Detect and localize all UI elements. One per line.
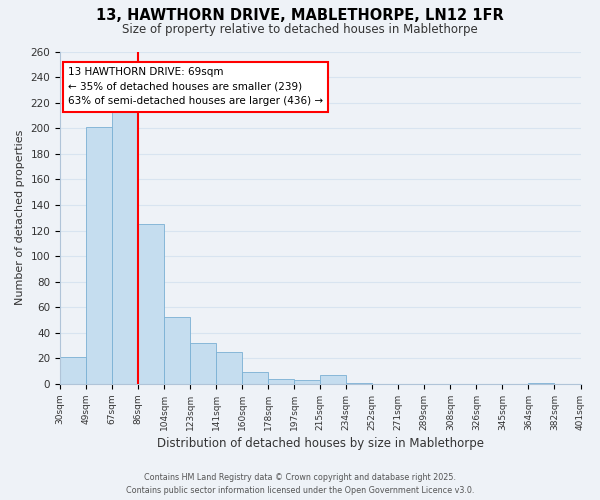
Text: 13 HAWTHORN DRIVE: 69sqm
← 35% of detached houses are smaller (239)
63% of semi-: 13 HAWTHORN DRIVE: 69sqm ← 35% of detach… bbox=[68, 67, 323, 106]
Bar bbox=[60, 357, 86, 384]
Bar bbox=[216, 352, 242, 384]
Bar bbox=[138, 224, 164, 384]
Y-axis label: Number of detached properties: Number of detached properties bbox=[15, 130, 25, 306]
Bar bbox=[346, 382, 373, 384]
Bar bbox=[320, 375, 346, 384]
X-axis label: Distribution of detached houses by size in Mablethorpe: Distribution of detached houses by size … bbox=[157, 437, 484, 450]
Bar bbox=[529, 382, 554, 384]
Bar bbox=[164, 318, 190, 384]
Bar bbox=[268, 379, 294, 384]
Bar bbox=[294, 380, 320, 384]
Text: Contains HM Land Registry data © Crown copyright and database right 2025.
Contai: Contains HM Land Registry data © Crown c… bbox=[126, 474, 474, 495]
Bar bbox=[190, 343, 216, 384]
Bar bbox=[86, 127, 112, 384]
Bar bbox=[242, 372, 268, 384]
Text: 13, HAWTHORN DRIVE, MABLETHORPE, LN12 1FR: 13, HAWTHORN DRIVE, MABLETHORPE, LN12 1F… bbox=[96, 8, 504, 22]
Bar bbox=[112, 110, 138, 384]
Text: Size of property relative to detached houses in Mablethorpe: Size of property relative to detached ho… bbox=[122, 22, 478, 36]
